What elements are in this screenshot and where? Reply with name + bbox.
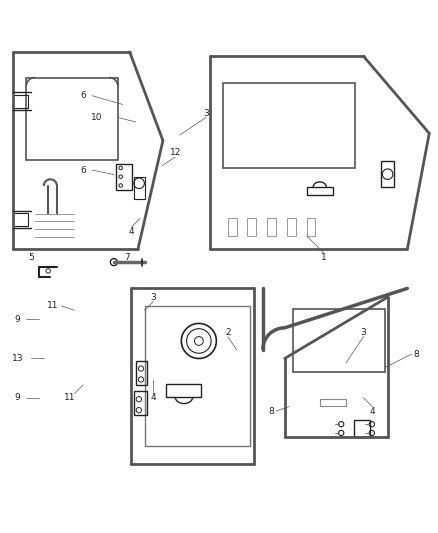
Text: 9: 9 [14,314,21,324]
Bar [307,187,333,195]
Bar [145,306,250,446]
Bar [166,384,201,397]
Text: 1: 1 [321,253,327,262]
Text: 10: 10 [91,113,102,122]
Text: 6: 6 [80,91,86,100]
Text: 12: 12 [170,148,181,157]
Bar [354,420,370,437]
Text: 8: 8 [413,350,419,359]
Text: 3: 3 [203,109,209,118]
Text: 4: 4 [151,393,156,402]
Text: 5: 5 [28,253,34,262]
Text: 13: 13 [12,354,23,363]
Text: 8: 8 [268,407,275,416]
Bar [228,219,237,236]
Text: 3: 3 [360,328,367,337]
Bar [320,399,346,406]
Bar [13,94,28,108]
Text: 11: 11 [47,302,58,310]
Bar [223,83,355,168]
Text: 6: 6 [80,166,86,175]
Text: 7: 7 [124,253,130,262]
Text: 3: 3 [150,293,156,302]
Bar [307,219,315,236]
Bar [13,213,28,226]
Text: 9: 9 [14,393,21,402]
Bar [117,164,132,190]
Bar [293,310,385,373]
Text: 11: 11 [64,393,76,402]
Bar [267,219,276,236]
Bar [381,161,394,187]
Bar [26,77,118,160]
Text: 4: 4 [129,227,134,236]
Text: 4: 4 [370,407,375,416]
Text: 2: 2 [225,328,230,337]
Bar [134,177,145,199]
Bar [136,361,147,385]
Bar [247,219,256,236]
Bar [134,391,147,415]
Bar [287,219,296,236]
